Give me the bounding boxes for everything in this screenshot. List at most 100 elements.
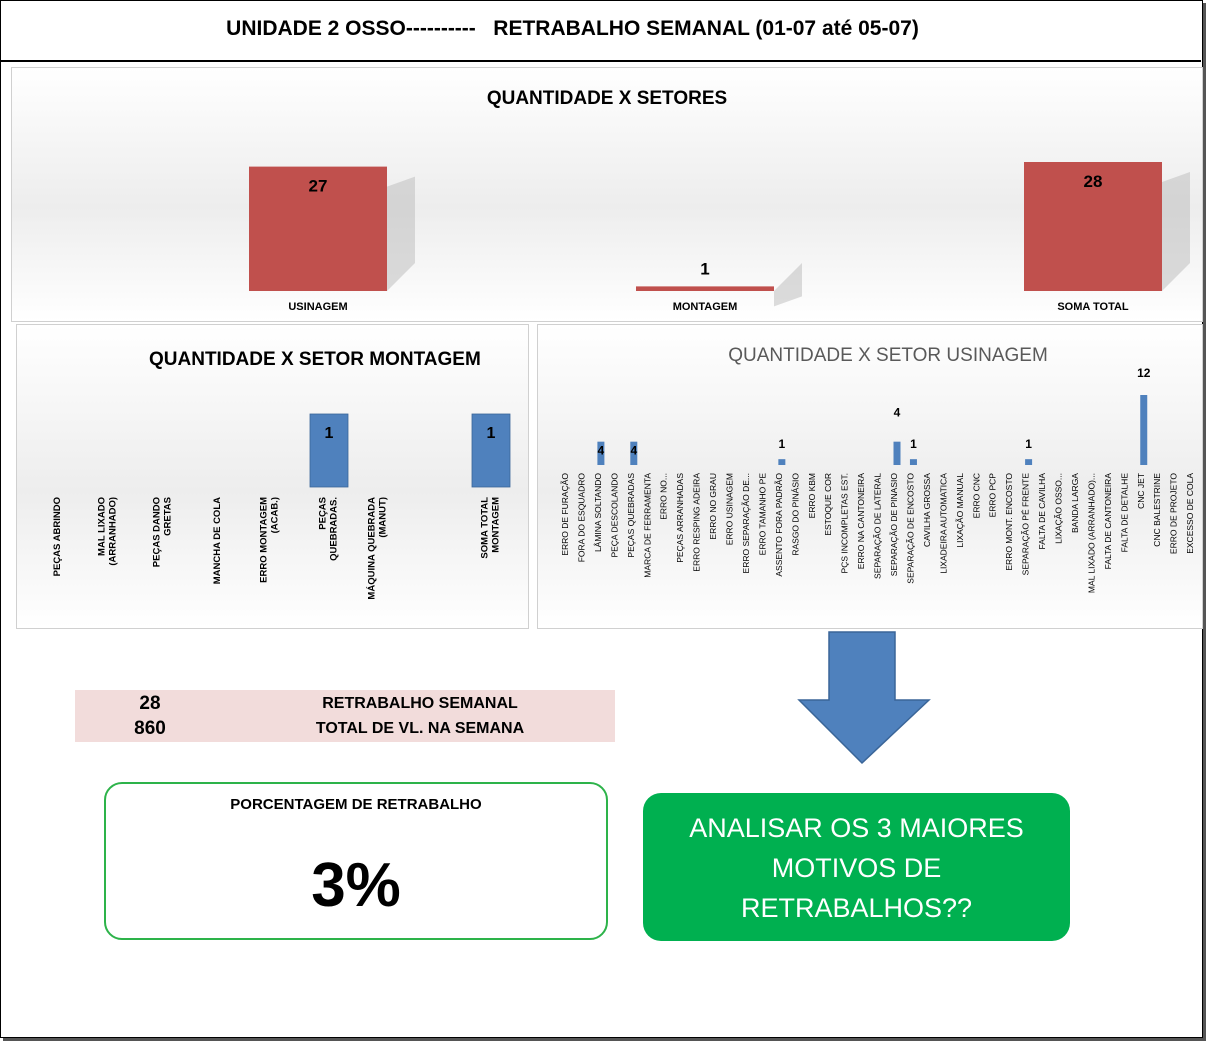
data-label: 4 [598,444,605,458]
tick-label: CNC BALESTRINE [1152,473,1162,547]
bar [778,459,786,465]
tick-label: (ACAB.) [270,497,281,533]
tick-label: LIXADEIRA AUTOMATICA [938,473,948,574]
data-label: 1 [700,259,709,278]
frame-shadow-bottom [3,1038,1206,1041]
tick-label: MÁQUINA QUEBRADA [367,497,378,600]
bar [1024,162,1162,291]
tick-label: ASSENTO FORA PADRÃO [774,473,784,577]
tick-label: SOMA TOTAL [1057,301,1129,313]
tick-label: PEÇAS ARRANHADAS [675,473,685,563]
chart-montagem-svg: PEÇAS ABRINDO MAL LIXADO (ARRANHADO) PEÇAS … [52,413,511,600]
tick-label: ERRO MONT. ENCOSTO [1004,473,1014,571]
bar [630,441,638,465]
bar-shadow [774,263,802,307]
data-label: 4 [630,444,637,458]
data-label: 1 [910,437,917,451]
data-label: 28 [1084,172,1103,191]
tick-label: CAVILHA GROSSA [922,473,932,547]
tick-label: FORA DO ESQUADRO [576,473,586,563]
bar [893,441,901,465]
tick-label: ERRO NA CANTONEIRA [856,473,866,570]
data-label: 1 [325,425,334,442]
data-label: 12 [1137,366,1151,380]
chart-setores-title: QUANTIDADE X SETORES [486,88,728,109]
chart-setores-panel: QUANTIDADE X SETORES 27 USINAGEM 1 MONTAGEM… [11,67,1203,322]
tick-label: RASGO DO PINÁSIO [790,473,800,556]
tick-label: LIXAÇÃO MANUAL [955,473,965,548]
summary-row-total: 860 TOTAL DE VL. NA SEMANA [75,717,615,741]
tick-label: ERRO RESPING ADEIRA [692,473,702,572]
callout-line: RETRABALHOS?? [740,893,973,923]
tick-label: SEPARAÇÃO DE ENCOSTO [905,473,915,584]
tick-label: PÇS INCOMPLETAS EST. [840,473,850,573]
tick-label: FALTA DE DETALHE [1119,473,1129,553]
chart-usinagem-svg: ERRO DE FURAÇÃO FORA DO ESQUADRO 4 LÂMINA S… [560,366,1195,593]
tick-label: MAL LIXADO (ARRANHADO)... [1086,473,1096,593]
summary-label: TOTAL DE VL. NA SEMANA [315,720,525,737]
chart-montagem-panel: QUANTIDADE X SETOR MONTAGEM PEÇAS ABRIND… [16,324,529,629]
tick-label: MANCHA DE COLA [212,497,223,584]
tick-label: (MANUT) [378,497,389,538]
summary-label: RETRABALHO SEMANAL [322,695,518,712]
tick-label: FALTA DE CANTONEIRA [1103,473,1113,570]
summary-value: 28 [139,693,161,714]
data-label: 1 [487,425,496,442]
bar [1140,395,1148,465]
bar [636,286,774,291]
analysis-callout: ANALISAR OS 3 MAIORES MOTIVOS DE RETRABA… [643,793,1070,941]
rework-percentage-box: PORCENTAGEM DE RETRABALHO 3% [104,782,608,940]
bar [909,459,917,465]
summary-row-weekly: 28 RETRABALHO SEMANAL [75,692,615,716]
data-label: 1 [1025,437,1032,451]
bar-shadow [1162,172,1190,291]
tick-label: FALTA DE CAVILHA [1037,473,1047,550]
tick-label: PEÇAS DANDO [152,497,163,567]
percentage-value: 3% [311,851,401,920]
tick-label: PEÇAS QUEBRADAS [626,473,636,558]
tick-label: ERRO NO GRAU [708,473,718,540]
page-title: UNIDADE 2 OSSO---------- RETRABALHO SEMA… [226,17,919,40]
tick-label: ESTOQUE COR [823,473,833,536]
bar [309,413,349,488]
bar [1025,459,1033,465]
bar [471,413,511,488]
data-label: 4 [894,406,901,420]
tick-label: SEPARAÇÃO PÉ FRENTE [1021,473,1031,576]
tick-label: ERRO TAMANHO PE [757,473,767,556]
bar [249,166,387,291]
tick-label: ERRO KBM [807,473,817,518]
tick-label: PEÇAS [318,497,329,530]
tick-label: ERRO DE FURAÇÃO [560,473,570,556]
tick-label: ERRO SEPARAÇÃO DE... [741,473,751,573]
tick-label: USINAGEM [288,301,347,313]
chart-montagem-title: QUANTIDADE X SETOR MONTAGEM [149,349,481,370]
chart-setores-svg: 27 USINAGEM 1 MONTAGEM 28 SOMA TOTAL [249,162,1190,313]
bar-shadow [387,176,415,291]
tick-label: ERRO NO... [659,473,669,520]
tick-label: SOMA TOTAL [480,497,491,559]
tick-label: LÂMINA SOLTANDO [593,473,603,552]
chart-usinagem-title: QUANTIDADE X SETOR USINAGEM [728,345,1048,366]
title-divider [1,60,1201,62]
tick-label: MONTAGEM [673,301,738,313]
summary-table: 28 RETRABALHO SEMANAL 860 TOTAL DE VL. N… [75,690,615,742]
tick-label: QUEBRADAS. [329,497,340,561]
tick-label: SEPARAÇÃO DE LATERAL [873,473,883,579]
tick-label: LIXAÇÃO OSSO... [1054,473,1064,544]
tick-label: ERRO DE PROJETO [1169,473,1179,554]
callout-line: MOTIVOS DE [771,853,942,883]
tick-label: MAL LIXADO [97,497,108,556]
tick-label: GRETAS [163,497,174,536]
tick-label: SEPARAÇÃO DE PINASIO [889,473,899,577]
down-arrow-icon [797,631,931,765]
tick-label: BANDA LARGA [1070,473,1080,533]
tick-label: PEÇAS ABRINDO [52,497,63,576]
data-label: 1 [779,437,786,451]
percentage-label: PORCENTAGEM DE RETRABALHO [230,796,482,813]
bar [597,441,605,465]
tick-label: ERRO CNC [971,473,981,518]
tick-label: PEÇA DESCOLANDO [609,473,619,558]
tick-label: ERRO MONTAGEM [259,497,270,583]
tick-label: EXCESSO DE COLA [1185,473,1195,554]
